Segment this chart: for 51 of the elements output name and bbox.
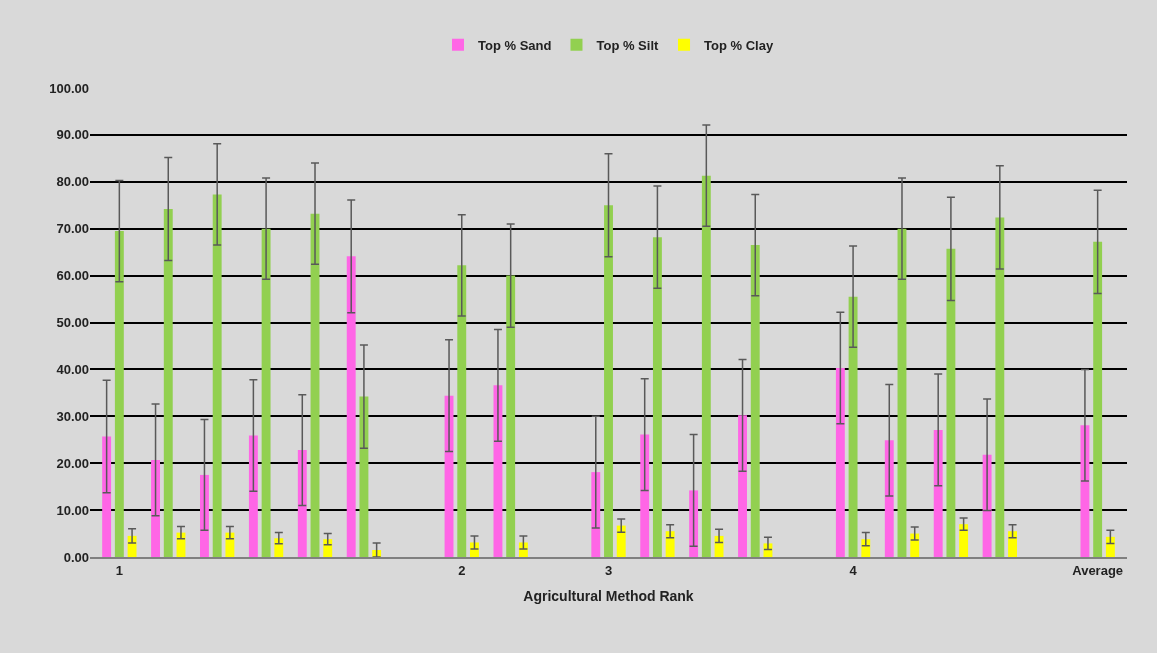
bar (346, 256, 356, 557)
bar (297, 450, 307, 557)
bar (750, 245, 760, 557)
y-tick-label: 60.00 (56, 268, 89, 284)
y-tick-label: 30.00 (56, 408, 89, 424)
bar (738, 415, 747, 557)
x-tick-label: 1 (115, 562, 123, 578)
bar (457, 265, 467, 557)
bar (212, 194, 222, 557)
bar (946, 248, 956, 557)
bar (1080, 425, 1090, 557)
x-tick-label: 2 (458, 562, 466, 578)
y-tick-label: 80.00 (56, 174, 89, 190)
x-tick-label: 3 (604, 562, 613, 578)
legend-label: Top % Clay (704, 37, 774, 53)
bar (616, 525, 626, 557)
bar (114, 231, 124, 557)
bar (640, 434, 650, 557)
y-tick-label: 100.00 (49, 80, 89, 96)
x-axis-title: Agricultural Method Rank (523, 588, 694, 605)
bar (604, 205, 613, 557)
y-tick-label: 40.00 (56, 361, 89, 377)
bar (151, 459, 160, 557)
bar (506, 275, 516, 557)
bar (1008, 531, 1017, 557)
bar (652, 237, 662, 557)
y-tick-label: 70.00 (56, 221, 89, 237)
bar (359, 396, 369, 557)
y-tick-label: 90.00 (56, 127, 89, 143)
y-tick-label: 0.00 (63, 549, 89, 565)
bar (835, 367, 845, 557)
x-tick-label: 4 (849, 562, 858, 578)
bar (163, 209, 173, 557)
bar (102, 436, 112, 557)
x-tick-label: Average (1072, 562, 1124, 578)
bar (200, 474, 209, 557)
bar (225, 532, 235, 557)
legend-label: Top % Sand (478, 37, 552, 53)
bar (248, 435, 258, 557)
bar (261, 228, 271, 557)
bar (1105, 536, 1115, 557)
legend-label: Top % Silt (596, 37, 660, 53)
bar (701, 175, 711, 557)
y-tick-label: 20.00 (56, 455, 89, 471)
bar (1093, 241, 1103, 557)
bar (995, 217, 1005, 557)
bar (959, 524, 969, 557)
bar (884, 440, 894, 557)
y-tick-label: 10.00 (56, 502, 89, 518)
y-tick-label: 50.00 (56, 315, 89, 331)
bar (848, 296, 858, 557)
